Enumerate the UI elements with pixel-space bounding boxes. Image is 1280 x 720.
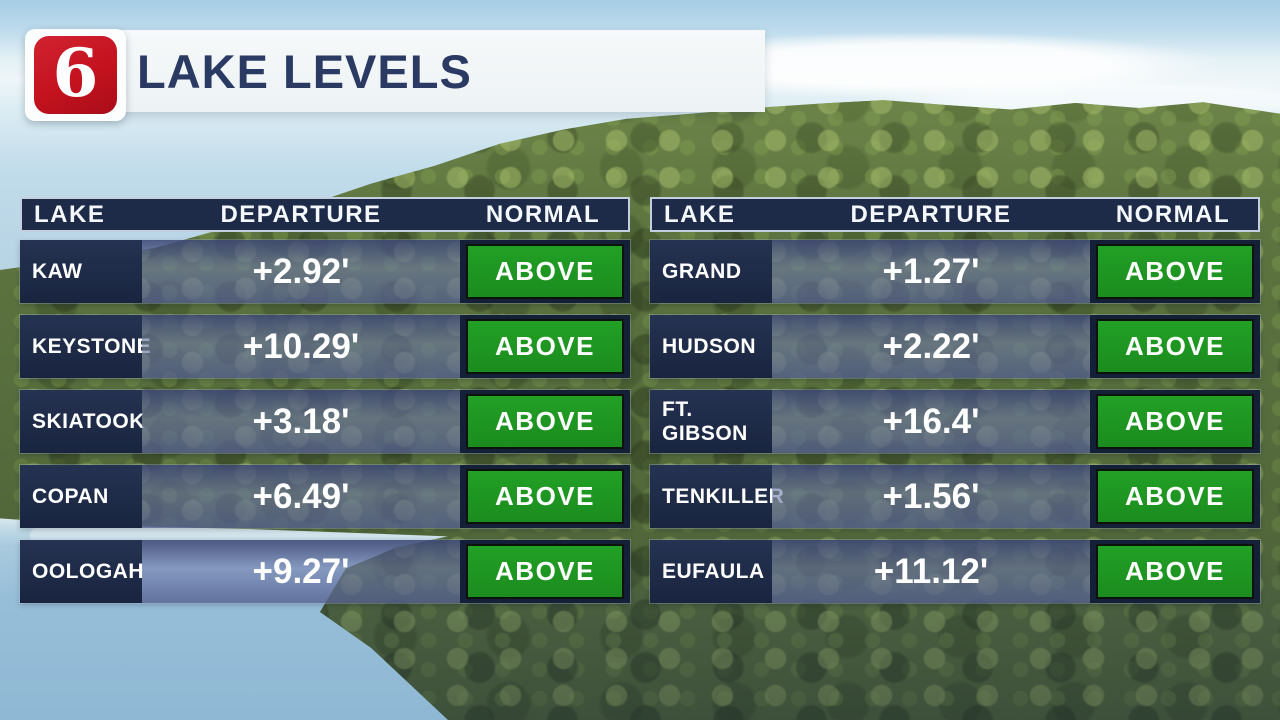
channel-number: 6	[52, 34, 99, 112]
status-badge: ABOVE	[1096, 544, 1254, 599]
channel-6-logo-icon: 6	[34, 36, 117, 114]
lake-name-cell: EUFAULA	[650, 540, 772, 603]
departure-cell: +6.49'	[142, 465, 460, 528]
column-header-normal: NORMAL	[1115, 200, 1231, 228]
table-row: SKIATOOK +3.18' ABOVE	[20, 390, 630, 453]
column-header-normal: NORMAL	[485, 200, 601, 228]
lake-name-cell: TENKILLER	[650, 465, 784, 528]
lake-name-cell: SKIATOOK	[20, 390, 144, 453]
table-header: LAKE DEPARTURE NORMAL	[650, 197, 1260, 232]
status-badge: ABOVE	[466, 469, 624, 524]
status-badge: ABOVE	[466, 394, 624, 449]
status-badge: ABOVE	[1096, 469, 1254, 524]
departure-cell: +9.27'	[142, 540, 460, 603]
departure-cell: +11.12'	[772, 540, 1090, 603]
status-badge: ABOVE	[1096, 319, 1254, 374]
column-header-departure: DEPARTURE	[220, 200, 382, 228]
column-header-lake: LAKE	[664, 200, 736, 228]
normal-cell: ABOVE	[460, 240, 630, 303]
table-row: COPAN +6.49' ABOVE	[20, 465, 630, 528]
departure-cell: +16.4'	[772, 390, 1090, 453]
normal-cell: ABOVE	[460, 540, 630, 603]
departure-cell: +10.29'	[142, 315, 460, 378]
table-header: LAKE DEPARTURE NORMAL	[20, 197, 630, 232]
table-row: TENKILLER +1.56' ABOVE	[650, 465, 1260, 528]
table-row: FT. GIBSON +16.4' ABOVE	[650, 390, 1260, 453]
status-badge: ABOVE	[1096, 394, 1254, 449]
table-row: KEYSTONE +10.29' ABOVE	[20, 315, 630, 378]
lake-name-cell: KEYSTONE	[20, 315, 151, 378]
title-banner: LAKE LEVELS	[42, 30, 765, 112]
normal-cell: ABOVE	[1090, 540, 1260, 603]
lake-name-cell: COPAN	[20, 465, 142, 528]
departure-cell: +3.18'	[142, 390, 460, 453]
lake-name-cell: FT. GIBSON	[650, 390, 772, 453]
departure-cell: +1.27'	[772, 240, 1090, 303]
lake-levels-table-right: LAKE DEPARTURE NORMAL GRAND +1.27' ABOVE…	[650, 197, 1260, 615]
table-row: KAW +2.92' ABOVE	[20, 240, 630, 303]
lake-name-cell: KAW	[20, 240, 142, 303]
status-badge: ABOVE	[466, 319, 624, 374]
status-badge: ABOVE	[1096, 244, 1254, 299]
lake-name-cell: OOLOGAH	[20, 540, 144, 603]
station-logo: 6	[25, 29, 126, 121]
departure-cell: +1.56'	[772, 465, 1090, 528]
lake-levels-table-left: LAKE DEPARTURE NORMAL KAW +2.92' ABOVE K…	[20, 197, 630, 615]
normal-cell: ABOVE	[1090, 390, 1260, 453]
column-header-lake: LAKE	[34, 200, 106, 228]
normal-cell: ABOVE	[460, 390, 630, 453]
status-badge: ABOVE	[466, 244, 624, 299]
departure-cell: +2.92'	[142, 240, 460, 303]
table-row: EUFAULA +11.12' ABOVE	[650, 540, 1260, 603]
table-row: OOLOGAH +9.27' ABOVE	[20, 540, 630, 603]
normal-cell: ABOVE	[1090, 465, 1260, 528]
normal-cell: ABOVE	[460, 465, 630, 528]
table-row: GRAND +1.27' ABOVE	[650, 240, 1260, 303]
normal-cell: ABOVE	[1090, 315, 1260, 378]
status-badge: ABOVE	[466, 544, 624, 599]
column-header-departure: DEPARTURE	[850, 200, 1012, 228]
table-row: HUDSON +2.22' ABOVE	[650, 315, 1260, 378]
normal-cell: ABOVE	[460, 315, 630, 378]
lake-name-cell: GRAND	[650, 240, 772, 303]
normal-cell: ABOVE	[1090, 240, 1260, 303]
departure-cell: +2.22'	[772, 315, 1090, 378]
page-title: LAKE LEVELS	[137, 45, 472, 98]
lake-name-cell: HUDSON	[650, 315, 772, 378]
